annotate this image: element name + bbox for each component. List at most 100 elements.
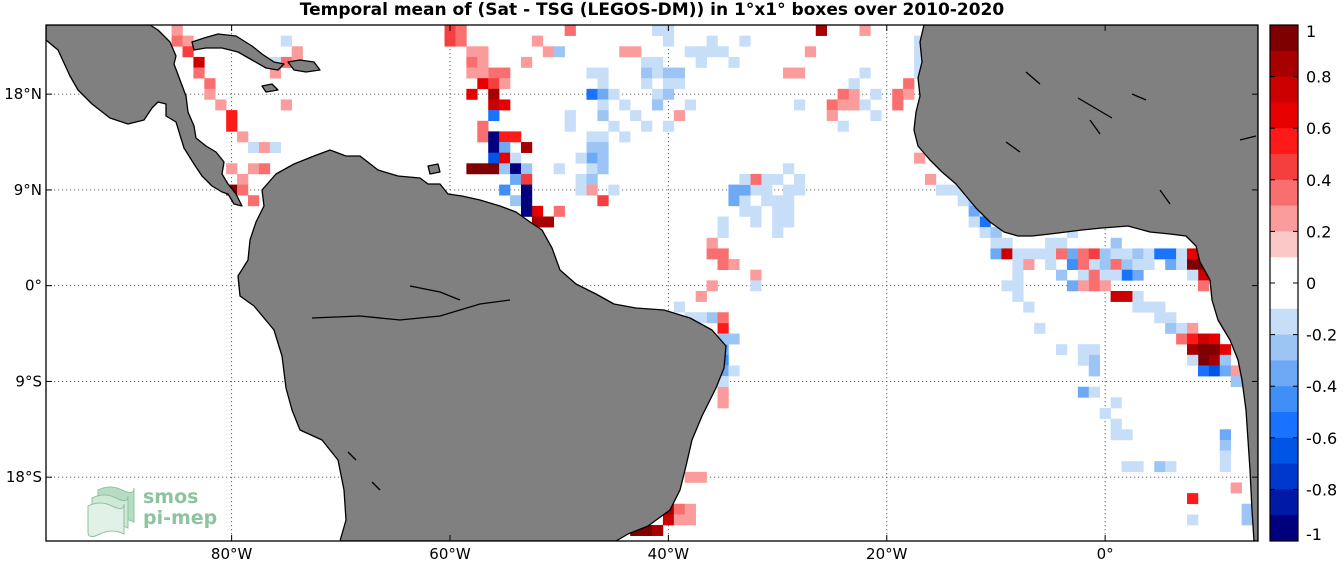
data-cell: [652, 67, 664, 79]
data-cell: [586, 163, 598, 175]
logo-line2: pi-mep: [143, 507, 217, 529]
data-cell: [1165, 248, 1177, 260]
data-cell: [1012, 248, 1024, 260]
data-cell: [684, 471, 696, 483]
data-cell: [488, 142, 500, 153]
data-cell: [542, 216, 555, 228]
data-cell: [466, 56, 478, 68]
data-cell: [706, 280, 718, 292]
data-cell: [1187, 259, 1199, 271]
y-axis: 18°N 9°N 0° 9°S 18°S: [4, 85, 1258, 486]
data-cell: [750, 205, 762, 217]
data-cell: [1219, 344, 1232, 356]
data-cell: [935, 184, 948, 196]
data-cell: [1165, 259, 1177, 271]
y-tick-label: 18°N: [4, 85, 42, 103]
land: [46, 25, 1258, 541]
data-cell: [499, 142, 511, 153]
data-cell: [1077, 269, 1090, 281]
data-cell: [499, 99, 511, 111]
data-cell: [914, 152, 926, 164]
data-cell: [455, 25, 467, 36]
data-cell: [510, 195, 522, 207]
data-cell: [1187, 322, 1199, 334]
data-cell: [1154, 312, 1166, 324]
data-cell: [641, 56, 653, 68]
data-cell: [870, 88, 882, 100]
land-hispaniola: [287, 59, 321, 73]
data-cell: [1088, 280, 1100, 292]
data-cell: [1056, 237, 1068, 249]
data-cell: [586, 88, 598, 100]
data-cell: [892, 88, 904, 100]
data-cell: [1187, 514, 1199, 526]
data-cell: [1099, 269, 1111, 281]
data-cell: [772, 195, 784, 207]
data-cell: [1197, 344, 1210, 356]
data-cell: [815, 25, 828, 36]
data-cell: [990, 227, 1002, 239]
data-cell: [652, 88, 664, 100]
data-cell: [641, 67, 653, 79]
colorbar-bin: [1270, 128, 1298, 155]
land-south-america: [237, 149, 727, 541]
data-cell: [1121, 429, 1133, 441]
data-cell: [477, 67, 489, 79]
data-cell: [1088, 386, 1100, 398]
data-cell: [1208, 344, 1221, 356]
data-cell: [1099, 259, 1111, 271]
data-cell: [586, 67, 598, 79]
data-cell: [739, 205, 751, 217]
data-cell: [553, 205, 565, 217]
data-cell: [695, 312, 707, 324]
colorbar-bin: [1270, 489, 1298, 516]
data-cell: [1219, 354, 1232, 366]
data-cell: [837, 99, 849, 111]
data-cell: [1099, 408, 1111, 419]
data-cell: [564, 25, 576, 36]
data-cell: [182, 46, 194, 58]
data-cell: [1110, 259, 1122, 271]
data-cell: [695, 290, 707, 302]
data-cell: [531, 35, 544, 47]
data-cell: [630, 110, 642, 122]
data-cell: [237, 184, 249, 196]
data-cell: [761, 195, 773, 207]
data-cell: [488, 99, 500, 111]
data-cell: [1077, 248, 1090, 260]
colorbar-bin: [1270, 205, 1298, 232]
data-cell: [215, 99, 227, 111]
data-cell: [499, 67, 511, 79]
data-cell: [586, 142, 598, 153]
data-cell: [586, 131, 598, 143]
data-cell: [914, 46, 926, 58]
data-cell: [248, 163, 260, 175]
colorbar-tick-label: -0.4: [1306, 377, 1337, 396]
data-cell: [1088, 344, 1100, 356]
data-cell: [280, 99, 292, 111]
data-cell: [717, 248, 729, 260]
data-cell: [673, 110, 686, 122]
data-cell: [684, 46, 696, 58]
data-cell: [575, 152, 587, 164]
colorbar: 1 0.8 0.6 0.4 0.2 0 -0.2 -0.4 -0.6 -0.8 -1: [1269, 22, 1337, 544]
data-cell: [870, 110, 882, 122]
data-cell: [575, 173, 587, 185]
colorbar-tick-label: -0.2: [1306, 326, 1337, 345]
data-cell: [477, 46, 489, 58]
data-cell: [1208, 333, 1221, 345]
data-cell: [1077, 280, 1090, 292]
data-cell: [695, 471, 707, 483]
data-cell: [652, 56, 664, 68]
x-tick-label: 40°W: [648, 545, 690, 562]
data-cell: [641, 120, 653, 132]
data-cell: [1241, 503, 1253, 515]
data-cell: [837, 88, 849, 100]
data-cell: [1165, 322, 1177, 334]
data-cell: [695, 56, 707, 68]
data-cell: [903, 88, 915, 100]
data-cell: [575, 184, 587, 196]
data-cell: [597, 163, 609, 175]
data-cell: [586, 152, 598, 164]
data-cell: [783, 67, 795, 79]
